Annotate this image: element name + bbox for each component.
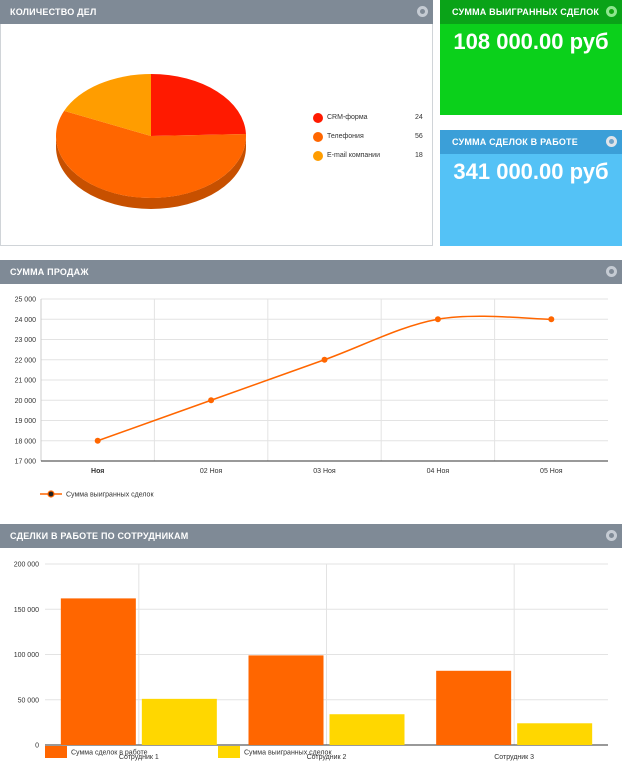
- bar: [329, 714, 405, 745]
- legend-swatch-icon: [218, 746, 240, 758]
- pie-slice: [151, 74, 246, 136]
- won-deals-sum-panel: СУММА ВЫИГРАННЫХ СДЕЛОК 108 000.00 руб: [440, 0, 622, 115]
- data-point: [434, 316, 441, 323]
- gear-icon[interactable]: [417, 6, 428, 17]
- x-tick-label: Сотрудник 2: [307, 754, 347, 761]
- gear-icon[interactable]: [606, 6, 617, 17]
- legend-value: 18: [415, 152, 423, 159]
- won-deals-sum-title: СУММА ВЫИГРАННЫХ СДЕЛОК: [452, 7, 600, 17]
- y-tick-label: 24 000: [15, 317, 37, 324]
- y-tick-label: 100 000: [14, 652, 39, 659]
- gear-icon[interactable]: [606, 136, 617, 147]
- bar: [517, 723, 593, 745]
- deals-count-panel: КОЛИЧЕСТВО ДЕЛ CRM-форма 24 Телефония 56 E-m…: [0, 0, 433, 246]
- legend-label: Сумма выигранных сделок: [66, 492, 154, 499]
- y-tick-label: 0: [35, 743, 39, 750]
- bar: [141, 698, 217, 745]
- in-work-sum-title: СУММА СДЕЛОК В РАБОТЕ: [452, 137, 578, 147]
- sales-sum-title: СУММА ПРОДАЖ: [10, 267, 89, 277]
- x-tick-label: Сотрудник 3: [494, 754, 534, 761]
- in-work-sum-header: СУММА СДЕЛОК В РАБОТЕ: [440, 130, 622, 154]
- y-tick-label: 17 000: [15, 459, 37, 466]
- legend-label: Сумма сделок в работе: [71, 749, 148, 757]
- data-point: [94, 437, 101, 444]
- x-tick-label: 04 Ноя: [427, 468, 450, 475]
- y-tick-label: 20 000: [15, 398, 37, 405]
- x-tick-label: 03 Ноя: [313, 468, 336, 475]
- data-point: [548, 316, 555, 323]
- gear-icon[interactable]: [606, 266, 617, 277]
- bar: [60, 598, 136, 745]
- x-tick-label: 05 Ноя: [540, 468, 563, 475]
- y-tick-label: 19 000: [15, 418, 37, 425]
- sales-sum-header: СУММА ПРОДАЖ: [0, 260, 622, 284]
- in-work-sum-value: 341 000.00 руб: [453, 159, 609, 184]
- data-point: [208, 397, 215, 404]
- y-tick-label: 25 000: [15, 297, 37, 304]
- data-point: [321, 356, 328, 363]
- won-deals-sum-header: СУММА ВЫИГРАННЫХ СДЕЛОК: [440, 0, 622, 24]
- pie-slice-side: [56, 136, 246, 209]
- y-tick-label: 22 000: [15, 357, 37, 364]
- x-tick-label: Ноя: [91, 468, 104, 475]
- deals-count-title: КОЛИЧЕСТВО ДЕЛ: [10, 7, 97, 17]
- legend-swatch-icon: [45, 746, 67, 758]
- y-tick-label: 23 000: [15, 337, 37, 344]
- legend-label: CRM-форма: [327, 114, 368, 121]
- legend-dot-icon: [313, 151, 323, 161]
- bar: [248, 655, 324, 745]
- employee-deals-title: СДЕЛКИ В РАБОТЕ ПО СОТРУДНИКАМ: [10, 531, 189, 541]
- sales-line-chart: 17 000 18 000 19 000 20 000 21 000 22 000 23 0…: [15, 297, 608, 499]
- legend-label: E-mail компании: [327, 152, 380, 159]
- won-deals-sum-value: 108 000.00 руб: [453, 29, 609, 54]
- y-tick-label: 18 000: [15, 438, 37, 445]
- y-tick-label: 50 000: [18, 697, 40, 704]
- in-work-sum-panel: СУММА СДЕЛОК В РАБОТЕ 341 000.00 руб: [440, 130, 622, 246]
- legend-dot-icon: [313, 132, 323, 142]
- employee-deals-header: СДЕЛКИ В РАБОТЕ ПО СОТРУДНИКАМ: [0, 524, 622, 548]
- legend-dot-icon: [313, 113, 323, 123]
- legend-marker-icon: [47, 490, 55, 498]
- y-tick-label: 21 000: [15, 378, 37, 385]
- pie-slice: [56, 110, 246, 198]
- pie-slice: [64, 74, 151, 136]
- deals-count-pie-chart: [56, 74, 246, 209]
- series-line: [97, 315, 552, 442]
- bar: [436, 670, 512, 745]
- sales-sum-panel: СУММА ПРОДАЖ 17 000 18 000 19 000 20 000 21 …: [0, 260, 622, 510]
- employee-deals-panel: СДЕЛКИ В РАБОТЕ ПО СОТРУДНИКАМ 0 50 000 10…: [0, 524, 622, 773]
- y-tick-label: 150 000: [14, 607, 39, 614]
- legend-label: Телефония: [327, 133, 364, 140]
- x-tick-label: 02 Ноя: [200, 468, 223, 475]
- legend-value: 56: [415, 133, 423, 140]
- y-tick-label: 200 000: [14, 562, 39, 569]
- gear-icon[interactable]: [606, 530, 617, 541]
- legend-value: 24: [415, 114, 423, 121]
- x-tick-label: Сотрудник 1: [119, 754, 159, 761]
- deals-count-header: КОЛИЧЕСТВО ДЕЛ: [0, 0, 433, 24]
- legend-label: Сумма выигранных сделок: [244, 750, 332, 757]
